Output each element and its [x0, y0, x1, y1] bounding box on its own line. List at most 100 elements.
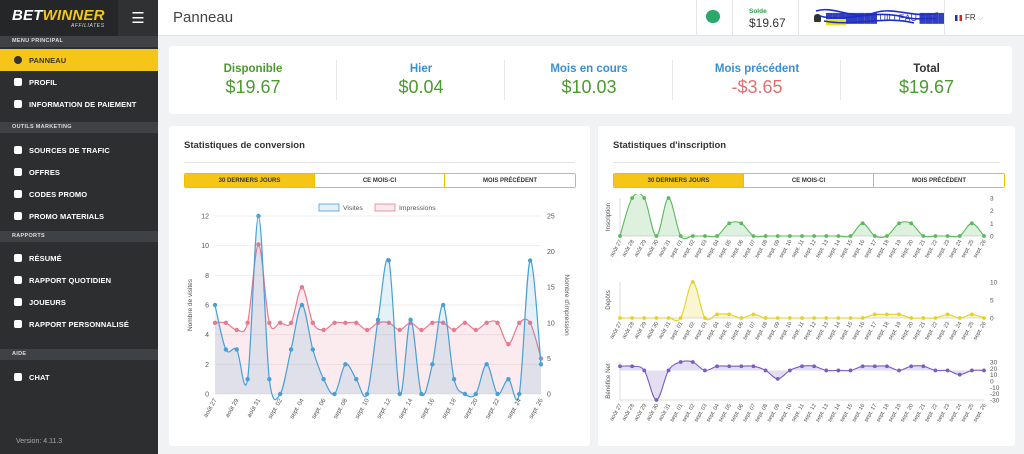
data-point [885, 312, 889, 317]
sidebar-item-promo-codes[interactable]: CODES PROMO [0, 183, 158, 205]
y2-tick-label: 1 [990, 221, 994, 228]
data-point [945, 234, 950, 238]
support-chat-icon[interactable] [706, 10, 720, 23]
data-point [897, 312, 901, 317]
y2-tick-label: 0 [990, 316, 994, 323]
sidebar-item-label: PROMO MATERIALS [29, 211, 105, 221]
data-point [812, 316, 817, 320]
y-tick-label: 10 [201, 243, 209, 250]
data-point [751, 234, 756, 238]
betwinner-logo[interactable]: BETWINNER AFFILIATES [0, 8, 105, 29]
language-selector[interactable]: FR ⌵ [955, 13, 983, 23]
sidebar-item-label: RAPPORT PERSONNALISÉ [29, 319, 129, 329]
sidebar-item-promo-materials[interactable]: PROMO MATERIALS [0, 205, 158, 227]
dashboard-icon [14, 56, 22, 64]
data-point-impressions [321, 327, 326, 333]
panel-title: Statistiques de conversion [184, 140, 305, 151]
data-point-impressions [517, 320, 522, 325]
sidebar-item-profil[interactable]: PROFIL [0, 71, 158, 93]
stat-value: $19.67 [898, 77, 955, 97]
data-point [618, 316, 622, 320]
redaction-scribble [815, 8, 939, 24]
sidebar-item-label: SOURCES DE TRAFIC [29, 145, 110, 155]
sidebar-item-label: OFFRES [29, 167, 61, 177]
data-point [666, 316, 671, 320]
sidebar-item-label: CODES PROMO [29, 189, 88, 199]
image-icon [14, 212, 22, 220]
sidebar-item-label: PANNEAU [29, 55, 67, 65]
data-point-impressions [506, 341, 511, 347]
y2-tick-label: 10 [990, 280, 998, 287]
data-point [909, 316, 914, 320]
data-point [703, 234, 707, 238]
series-area [620, 360, 984, 400]
data-point [678, 360, 683, 364]
data-point [957, 316, 962, 320]
sidebar-item-joueurs[interactable]: JOUEURS [0, 291, 158, 313]
tab-this-month[interactable]: CE MOIS-CI [744, 174, 874, 187]
sidebar-item-offres[interactable]: OFFRES [0, 161, 158, 183]
sidebar-item-payment-info[interactable]: INFORMATION DE PAIEMENT [0, 93, 158, 115]
traffic-icon [14, 146, 22, 154]
data-point-visites [462, 391, 468, 397]
x-tick-label: sept. 22 [484, 397, 501, 420]
balance-label: Solde [749, 8, 767, 15]
data-point-visites [212, 302, 218, 308]
data-point [860, 316, 865, 320]
tab-this-month[interactable]: CE MOIS-CI [315, 174, 445, 187]
tab-previous-month[interactable]: MOIS PRÉCÉDENT [874, 174, 1004, 187]
stat-label: Mois en cours [550, 63, 628, 75]
x-tick-label: sept. 08 [332, 397, 349, 420]
custom-report-icon [14, 320, 22, 328]
summary-stats: Disponible $19.67 Hier $0.04 Mois en cou… [169, 46, 1012, 114]
data-point [909, 364, 914, 369]
divider [613, 162, 1000, 163]
divider [672, 60, 673, 100]
data-point [727, 364, 732, 369]
data-point [836, 234, 841, 238]
user-name: ████████ UILLEAU ████ [826, 13, 946, 23]
divider [336, 60, 337, 100]
y-tick-label: 6 [205, 303, 209, 310]
data-point [666, 368, 671, 373]
stat-label: Mois précédent [714, 63, 800, 75]
user-menu[interactable]: ████████ UILLEAU ████ [814, 7, 945, 29]
hamburger-menu-icon[interactable]: ☰ [118, 0, 158, 36]
sidebar-item-chat[interactable]: CHAT [0, 366, 158, 388]
sidebar-item-panneau[interactable]: PANNEAU [0, 49, 158, 71]
data-point [872, 364, 877, 369]
tab-last-30-days[interactable]: 30 DERNIERS JOURS [185, 174, 315, 187]
sidebar-item-traffic-sources[interactable]: SOURCES DE TRAFIC [0, 139, 158, 161]
x-tick-label: sept. 04 [289, 397, 306, 420]
version-text: Version: 4.11.3 [16, 438, 63, 445]
data-point-visites [278, 391, 283, 397]
sidebar-item-resume[interactable]: RÉSUMÉ [0, 247, 158, 269]
y2-tick-label: -10 [990, 385, 1000, 392]
stat-label: Disponible [223, 63, 283, 75]
sidebar-item-daily-report[interactable]: RAPPORT QUOTIDIEN [0, 269, 158, 291]
data-point-visites [343, 362, 348, 367]
daily-report-icon [14, 276, 22, 284]
data-point-impressions [332, 320, 337, 325]
data-point-impressions [234, 327, 239, 333]
data-point [690, 360, 695, 364]
sidebar-item-custom-report[interactable]: RAPPORT PERSONNALISÉ [0, 313, 158, 335]
data-point-visites [506, 376, 511, 382]
data-point-visites [223, 347, 229, 352]
data-point-impressions [310, 320, 315, 325]
data-point-impressions [299, 285, 305, 290]
logo-part1: BET [12, 6, 43, 24]
y-tick-label: 8 [205, 273, 209, 280]
legend-swatch [374, 203, 396, 212]
tab-last-30-days[interactable]: 30 DERNIERS JOURS [614, 174, 744, 187]
data-point-impressions [430, 320, 435, 325]
data-point [642, 316, 647, 320]
tab-previous-month[interactable]: MOIS PRÉCÉDENT [445, 174, 575, 187]
x-tick-label: sept. 26 [528, 397, 545, 420]
data-point [848, 316, 853, 320]
data-point-impressions [473, 327, 478, 333]
data-point-visites [234, 347, 239, 352]
data-point-visites [299, 302, 305, 308]
legend-label: Visites [343, 205, 363, 212]
